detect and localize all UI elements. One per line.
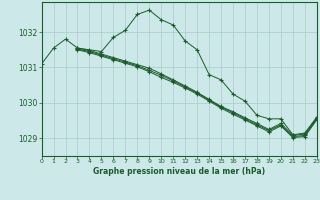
X-axis label: Graphe pression niveau de la mer (hPa): Graphe pression niveau de la mer (hPa) [93,167,265,176]
